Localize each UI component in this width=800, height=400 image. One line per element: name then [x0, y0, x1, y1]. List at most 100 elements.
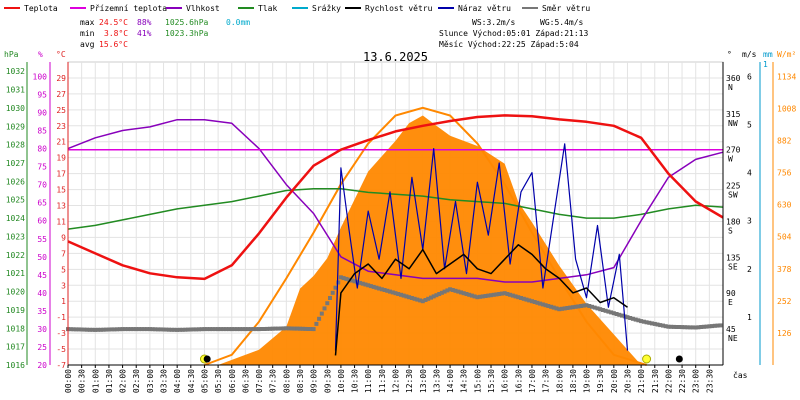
direction-point: [360, 281, 365, 286]
axis-x-tick: 21:30: [651, 369, 660, 393]
axis-x-tick: 19:00: [583, 369, 592, 393]
direction-point: [407, 295, 412, 300]
axis-dir-tick: 90: [726, 289, 736, 298]
axis-hpa-tick: 1019: [6, 306, 25, 315]
direction-point: [641, 319, 646, 324]
axis-dir-name: NW: [728, 119, 738, 128]
direction-point: [246, 327, 251, 332]
direction-point: [188, 327, 193, 332]
direction-point: [262, 327, 267, 331]
legend: Teplota Přízemní teplota Vlhkost Tlak Srážky…: [4, 4, 590, 13]
direction-point: [560, 306, 564, 311]
direction-point: [540, 302, 545, 307]
axis-ms-tick: 5: [747, 121, 752, 130]
direction-point: [221, 327, 226, 332]
stats-max-rain: 0.0mm: [226, 18, 250, 27]
axis-dir-tick: 270: [726, 146, 741, 155]
direction-point: [306, 327, 311, 331]
direction-point: [379, 287, 384, 292]
direction-point: [472, 294, 477, 299]
direction-point: [156, 327, 161, 332]
axis-solar-tick: 378: [777, 265, 792, 274]
info-wind-gust: WG:5.4m/s: [540, 18, 584, 27]
direction-point: [478, 294, 483, 299]
direction-point: [311, 327, 316, 332]
axis-pct-tick: 85: [37, 127, 47, 136]
direction-point: [401, 293, 406, 298]
direction-point: [715, 323, 720, 328]
direction-point: [688, 325, 693, 330]
direction-point: [442, 289, 447, 294]
direction-point: [257, 327, 261, 332]
axis-dir-name: E: [728, 298, 733, 307]
axis-x-tick: 22:00: [664, 369, 673, 393]
direction-point: [633, 317, 638, 322]
direction-point: [180, 327, 185, 332]
direction-point: [393, 291, 398, 296]
axis-pct-tick: 50: [37, 253, 47, 262]
direction-point: [158, 327, 163, 332]
direction-point: [109, 327, 114, 332]
axis-pct-tick: 45: [37, 271, 47, 280]
direction-point: [549, 304, 554, 309]
direction-point: [128, 327, 133, 332]
direction-point: [259, 327, 264, 331]
direction-point: [344, 276, 349, 281]
direction-point: [139, 327, 144, 332]
direction-point: [355, 280, 360, 285]
axis-temp-tick: 17: [56, 170, 66, 179]
direction-point: [587, 304, 592, 308]
direction-point: [131, 327, 136, 332]
direction-point: [368, 284, 373, 289]
direction-point: [409, 296, 414, 300]
direction-point: [227, 327, 231, 332]
axis-pct-tick: 95: [37, 90, 47, 99]
info-moon: Měsíc Východ:22:25 Západ:5:04: [439, 40, 579, 49]
direction-point: [691, 325, 695, 330]
sunset-marker: [642, 354, 652, 364]
direction-point: [434, 293, 439, 298]
direction-point: [573, 304, 578, 309]
stats-min-temp: 3.8°C: [104, 29, 128, 38]
direction-point: [475, 295, 480, 300]
direction-point: [104, 327, 109, 332]
axis-temp-title: °C: [56, 50, 66, 59]
stats-max-label: max: [80, 18, 95, 27]
axis-x-tick: 22:30: [678, 369, 687, 393]
direction-point: [448, 287, 453, 292]
stats-min-label: min: [80, 29, 95, 38]
direction-point: [295, 326, 300, 331]
legend-label: Tlak: [258, 4, 277, 13]
axis-hpa-tick: 1021: [6, 269, 25, 278]
direction-point: [489, 293, 493, 298]
axis-hpa-tick: 1022: [6, 251, 25, 260]
direction-point: [682, 325, 687, 330]
direction-point: [224, 327, 229, 332]
direction-point: [696, 325, 701, 330]
direction-point: [273, 326, 278, 331]
legend-label: Srážky: [312, 4, 341, 13]
axis-pct-tick: 35: [37, 307, 47, 316]
axis-x-tick: 01:00: [91, 369, 100, 393]
axis-ms-tick: 1: [747, 313, 752, 322]
axis-hpa-tick: 1032: [6, 67, 25, 76]
direction-point: [505, 292, 510, 296]
direction-point: [251, 327, 256, 332]
axis-x-tick: 03:30: [160, 369, 169, 393]
direction-point: [606, 309, 611, 314]
moonset-marker: [203, 355, 211, 363]
direction-point: [172, 327, 177, 332]
axis-x-tick: 19:30: [596, 369, 605, 393]
axis-temp-tick: 11: [56, 217, 66, 226]
axis-dir-tick: 315: [726, 110, 741, 119]
direction-point: [371, 284, 376, 289]
direction-point: [568, 305, 573, 310]
direction-point: [546, 304, 551, 308]
axis-x-tick: 05:00: [200, 369, 209, 393]
direction-point: [82, 327, 87, 332]
axis-temp-tick: -3: [56, 329, 66, 338]
direction-point: [175, 327, 180, 332]
direction-point: [210, 327, 215, 332]
axis-temp-tick: 1: [61, 297, 66, 306]
axis-ms-title: m/s: [742, 50, 757, 59]
